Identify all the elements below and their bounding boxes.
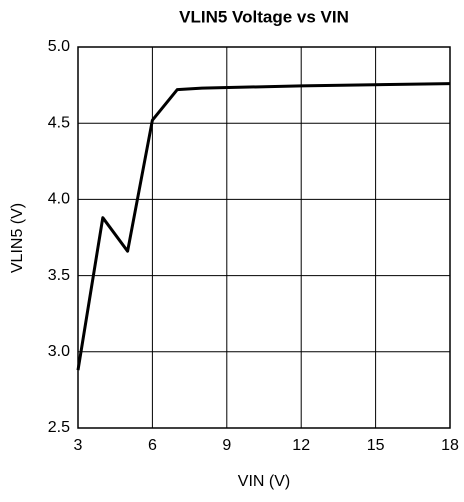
data-line [76,82,451,371]
x-tick-label: 18 [441,437,459,454]
y-tick-label: 4.5 [48,114,70,131]
plot-frame [77,46,451,429]
x-tick-label: 6 [148,437,157,454]
y-axis-label: VLIN5 (V) [9,203,26,273]
y-tick-label: 3.5 [48,267,70,284]
x-tick-label: 15 [367,437,385,454]
x-tick-label: 12 [292,437,310,454]
y-tick-label: 2.5 [48,419,70,436]
y-tick-label: 5.0 [48,38,70,55]
y-tick-label: 4.0 [48,191,70,208]
x-axis-label: VIN (V) [238,473,290,490]
x-tick-label: 9 [222,437,231,454]
x-tick-label: 3 [74,437,83,454]
chart-title: VLIN5 Voltage vs VIN [179,7,349,26]
y-tick-label: 3.0 [48,343,70,360]
